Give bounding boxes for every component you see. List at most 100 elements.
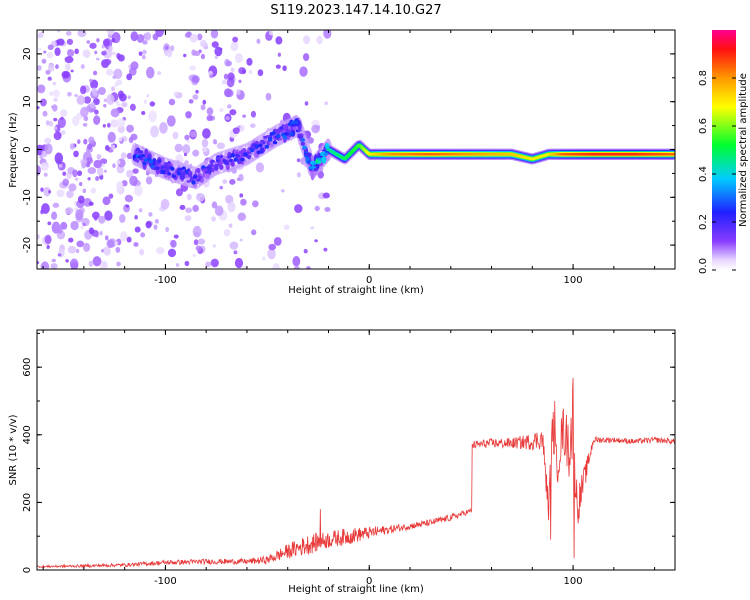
spectrogram-noise-blob	[38, 31, 44, 38]
spectrogram-noise-blob	[248, 69, 253, 75]
spectrogram-noise-blob	[40, 98, 47, 107]
spectrogram-noise-blob	[54, 152, 64, 164]
spectrogram-ridge-cell	[298, 133, 304, 136]
spectrogram-ridge-cell	[214, 165, 219, 169]
spectrogram-ridge-cell	[235, 152, 240, 155]
spectrogram-noise-blob	[314, 205, 320, 212]
spectrogram-noise-blob	[280, 189, 285, 193]
spectrogram-noise-blob	[125, 204, 130, 208]
spectrogram-noise-blob	[311, 124, 320, 134]
spectrogram-noise-blob	[294, 204, 303, 214]
spectrogram-noise-blob	[116, 118, 126, 128]
spectrogram-noise-blob	[206, 107, 214, 116]
spectrogram-noise-blob	[183, 152, 188, 157]
spectrogram-noise-blob	[56, 189, 65, 198]
spectrogram-noise-blob	[41, 58, 47, 64]
spectrogram-ridge-cell	[271, 131, 276, 136]
spectrogram-noise-blob	[142, 49, 147, 55]
spectrogram-noise-blob	[252, 200, 259, 208]
spectrogram-noise-blob	[50, 263, 58, 269]
spectrogram-noise-blob	[111, 51, 116, 56]
spectrogram-noise-blob	[303, 248, 308, 254]
spectrogram-noise-blob	[101, 249, 105, 253]
spectrogram-noise-blob	[79, 181, 83, 187]
spectrogram-noise-blob	[282, 65, 287, 72]
spectrogram-noise-blob	[54, 47, 61, 56]
spectrogram-noise-blob	[116, 261, 121, 267]
spectrogram-noise-blob	[145, 221, 152, 229]
snr-y-axis-label: SNR (10 * v/v)	[8, 414, 19, 485]
spectrogram-ridge-cell	[230, 161, 235, 167]
spectrogram-noise-blob	[83, 96, 92, 104]
snr-y-ticks: 0 200 400 600	[22, 332, 675, 573]
spectrogram-ridge-cell	[672, 153, 675, 156]
spectrogram-ridge-cell	[145, 161, 151, 164]
spectrogram-noise-blob	[101, 50, 107, 56]
spectrogram-noise-blob	[111, 38, 116, 43]
spectrogram-noise-blob	[130, 31, 139, 42]
spectrogram-noise-blob	[55, 64, 59, 69]
y-tick-label: 400	[22, 425, 33, 444]
spectrogram-noise-blob	[202, 128, 211, 139]
spectrogram-noise-blob	[118, 136, 123, 142]
spectrogram-noise-blob	[96, 153, 102, 160]
spectrogram-noise-blob	[80, 225, 84, 230]
spectrogram-noise-blob	[100, 158, 108, 165]
spectrogram-ridge-cell	[266, 135, 271, 138]
spectrogram-noise-blob	[110, 86, 116, 92]
spectrogram-noise-blob	[141, 111, 146, 115]
spectrogram-noise-blob	[87, 176, 91, 181]
spectrogram-noise-blob	[40, 209, 44, 215]
spectrogram-noise-blob	[89, 78, 93, 83]
spectrogram-noise-blob	[70, 261, 79, 269]
spectrogram-noise-blob	[154, 219, 159, 224]
spectrogram-ridge-cell	[279, 126, 284, 130]
spectrogram-noise-blob	[94, 232, 99, 238]
spectrogram-noise-blob	[68, 183, 77, 192]
spectrogram-noise-blob	[60, 130, 66, 135]
spectrogram-noise-blob	[83, 242, 91, 252]
spectrogram-noise-blob	[70, 220, 79, 231]
spectrogram-ridge-cell	[215, 157, 221, 160]
spectrogram-noise-blob	[323, 247, 328, 252]
spectrogram-noise-blob	[120, 152, 127, 159]
spectrogram-noise-blob	[66, 49, 75, 57]
spectrogram-noise-blob	[37, 84, 46, 94]
spectrogram-noise-blob	[39, 155, 44, 159]
spectrogram-ridge-cell	[192, 174, 198, 179]
spectrogram-ridge-cell	[238, 150, 244, 153]
spectrogram-noise-blob	[141, 54, 146, 60]
spectrogram-noise-blob	[310, 226, 315, 230]
spectrogram-ridge-cell	[196, 178, 201, 182]
spectrogram-noise-blob	[225, 116, 230, 121]
spectrogram-noise-blob	[110, 119, 119, 128]
spectrogram-noise-blob	[106, 30, 115, 36]
spectrogram-ridge-cell	[313, 167, 319, 172]
spectrogram-ridge-cell	[132, 155, 138, 159]
spectrogram-noise-blob	[155, 30, 165, 38]
spectrogram-noise-blob	[242, 265, 247, 269]
spectrogram-noise-blob	[157, 71, 162, 76]
spectrogram-noise-blob	[79, 85, 87, 95]
spectrogram-noise-blob	[324, 101, 329, 106]
spectrogram-noise-blob	[195, 245, 202, 252]
spectrogram-noise-blob	[283, 224, 290, 231]
spectrogram-noise-blob	[97, 86, 106, 96]
spectrogram-noise-blob	[95, 57, 100, 61]
spectrogram-ridge-cell	[207, 164, 213, 168]
snr-x-ticks: -100 0 100	[42, 330, 656, 587]
spectrogram-noise-blob	[140, 232, 146, 238]
spectrogram-noise-blob	[239, 193, 244, 198]
spectrogram-noise-blob	[210, 30, 219, 39]
spectrogram-noise-blob	[112, 163, 116, 169]
spectrogram-noise-blob	[293, 266, 300, 269]
spectrogram-noise-blob	[116, 186, 122, 192]
spectrogram-noise-blob	[80, 64, 85, 70]
x-tick-label: -100	[154, 275, 177, 286]
spectrogram-noise-blob	[67, 91, 72, 97]
spectrogram-noise-blob	[165, 226, 170, 233]
spectrogram-noise-blob	[236, 89, 241, 95]
spectrogram-ridge-cell	[163, 163, 169, 166]
spectrogram-noise-blob	[227, 201, 236, 213]
spectrogram-noise-blob	[46, 244, 50, 250]
